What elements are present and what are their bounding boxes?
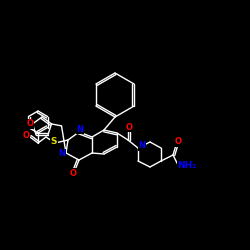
Text: O: O xyxy=(174,138,182,146)
Text: S: S xyxy=(51,138,57,146)
Text: O: O xyxy=(70,168,76,177)
Text: N: N xyxy=(138,142,145,150)
Text: N: N xyxy=(58,150,66,158)
Text: N: N xyxy=(76,124,84,134)
Text: NH₂: NH₂ xyxy=(178,162,197,170)
Text: O: O xyxy=(27,120,34,128)
Text: O: O xyxy=(22,132,30,140)
Text: O: O xyxy=(126,122,132,132)
